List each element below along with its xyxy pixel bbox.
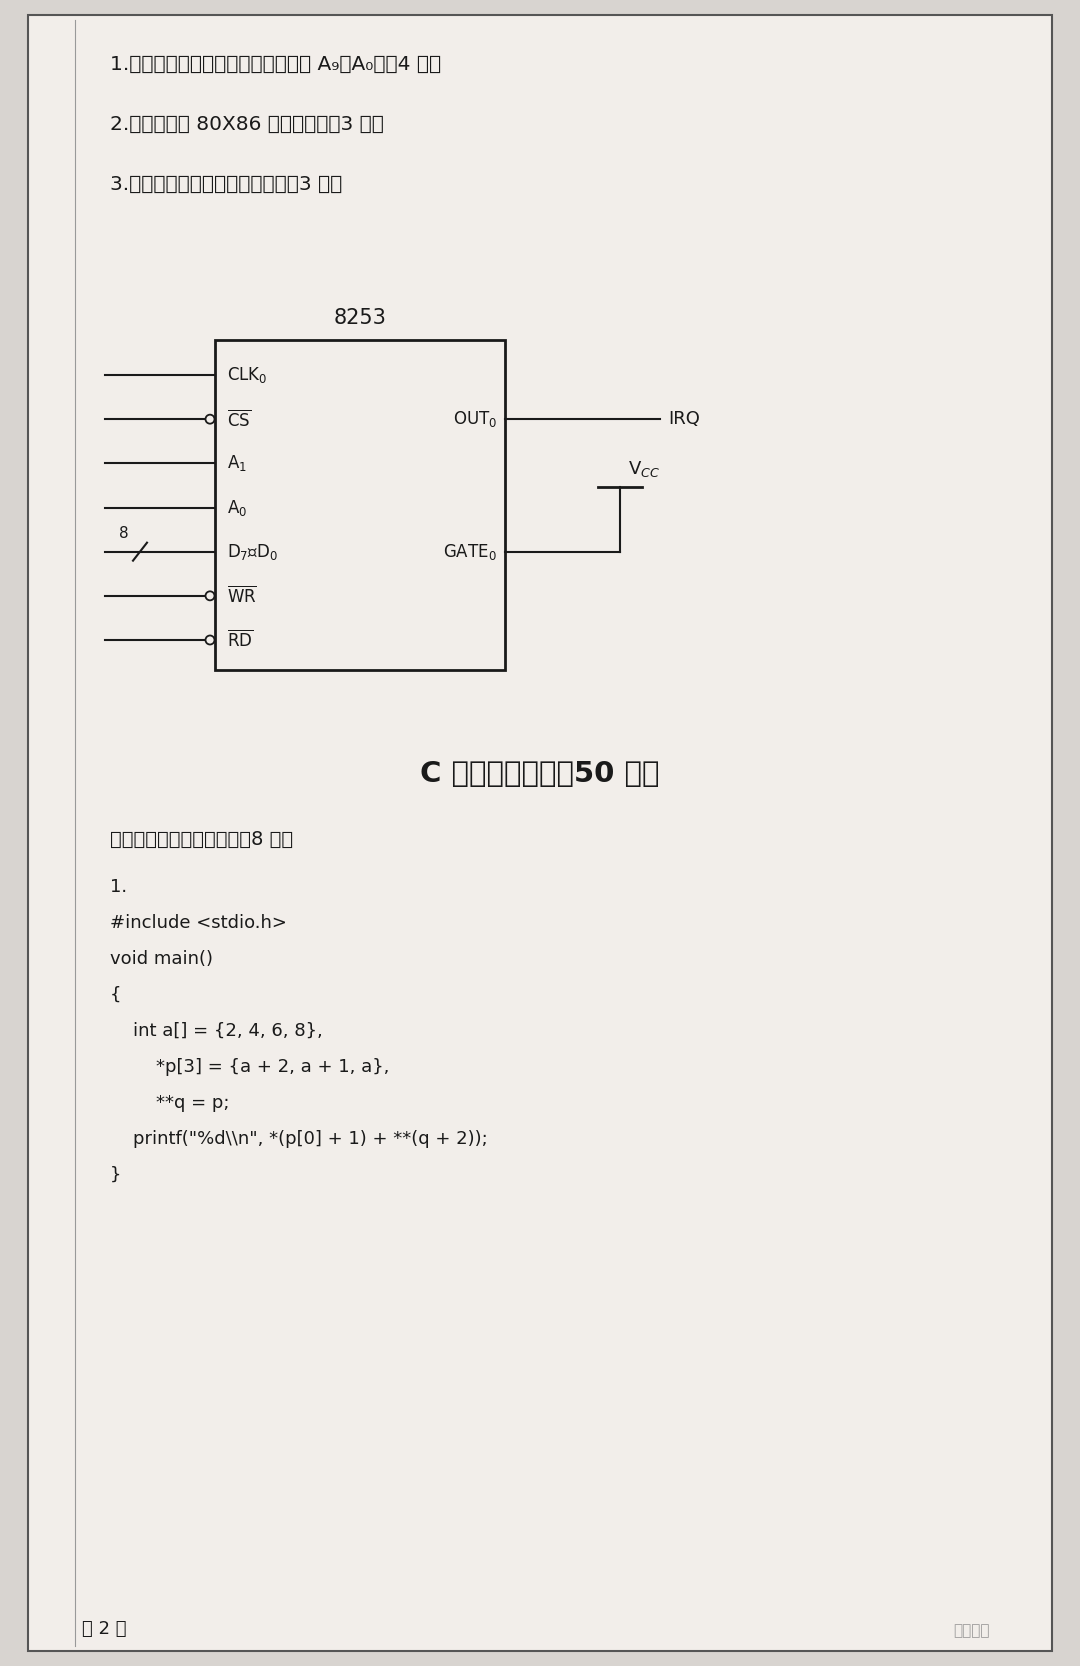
Text: {: { <box>110 986 121 1005</box>
Text: 1.: 1. <box>110 878 127 896</box>
Text: 8253: 8253 <box>334 308 387 328</box>
Text: 考研快讯: 考研快讯 <box>954 1623 990 1638</box>
Text: $\overline{\mathrm{RD}}$: $\overline{\mathrm{RD}}$ <box>227 630 254 650</box>
Text: CLK$_0$: CLK$_0$ <box>227 365 268 385</box>
Text: C 语言程序设计（50 分）: C 语言程序设计（50 分） <box>420 760 660 788</box>
Text: A$_1$: A$_1$ <box>227 453 247 473</box>
Text: *p[3] = {a + 2, a + 1, a},: *p[3] = {a + 2, a + 1, a}, <box>110 1058 390 1076</box>
Circle shape <box>205 591 215 600</box>
Text: int a[] = {2, 4, 6, 8},: int a[] = {2, 4, 6, 8}, <box>110 1021 323 1040</box>
Text: **q = p;: **q = p; <box>110 1095 229 1111</box>
Bar <box>215 340 505 670</box>
Text: 3.　计算出计数器的计数初値。（3 分）: 3. 计算出计数器的计数初値。（3 分） <box>110 175 342 193</box>
Text: GATE$_0$: GATE$_0$ <box>443 541 497 561</box>
Circle shape <box>205 415 215 423</box>
Text: IRQ: IRQ <box>669 410 700 428</box>
Text: 一、读程序，写执行结果（8 分）: 一、读程序，写执行结果（8 分） <box>110 830 293 850</box>
Text: $\overline{\mathrm{CS}}$: $\overline{\mathrm{CS}}$ <box>227 408 252 430</box>
Text: $\overline{\mathrm{WR}}$: $\overline{\mathrm{WR}}$ <box>227 585 257 606</box>
Text: V$_{CC}$: V$_{CC}$ <box>627 458 660 478</box>
Text: 1.　试画出地址译码图；（地址线为 A₉～A₀）（4 分）: 1. 试画出地址译码图；（地址线为 A₉～A₀）（4 分） <box>110 55 441 73</box>
Text: D$_7$～D$_0$: D$_7$～D$_0$ <box>227 541 278 561</box>
Text: printf("%d\\n", *(p[0] + 1) + **(q + 2));: printf("%d\\n", *(p[0] + 1) + **(q + 2))… <box>110 1130 488 1148</box>
Text: 2.　试画出与 80X86 的连接图；（3 分）: 2. 试画出与 80X86 的连接图；（3 分） <box>110 115 383 133</box>
Text: void main(): void main() <box>110 950 213 968</box>
Text: }: } <box>110 1166 121 1185</box>
Text: A$_0$: A$_0$ <box>227 498 247 518</box>
Text: OUT$_0$: OUT$_0$ <box>453 410 497 430</box>
Text: #include <stdio.h>: #include <stdio.h> <box>110 915 287 931</box>
Text: 8: 8 <box>119 526 129 541</box>
Circle shape <box>205 635 215 645</box>
Text: 第 2 页: 第 2 页 <box>82 1619 126 1638</box>
